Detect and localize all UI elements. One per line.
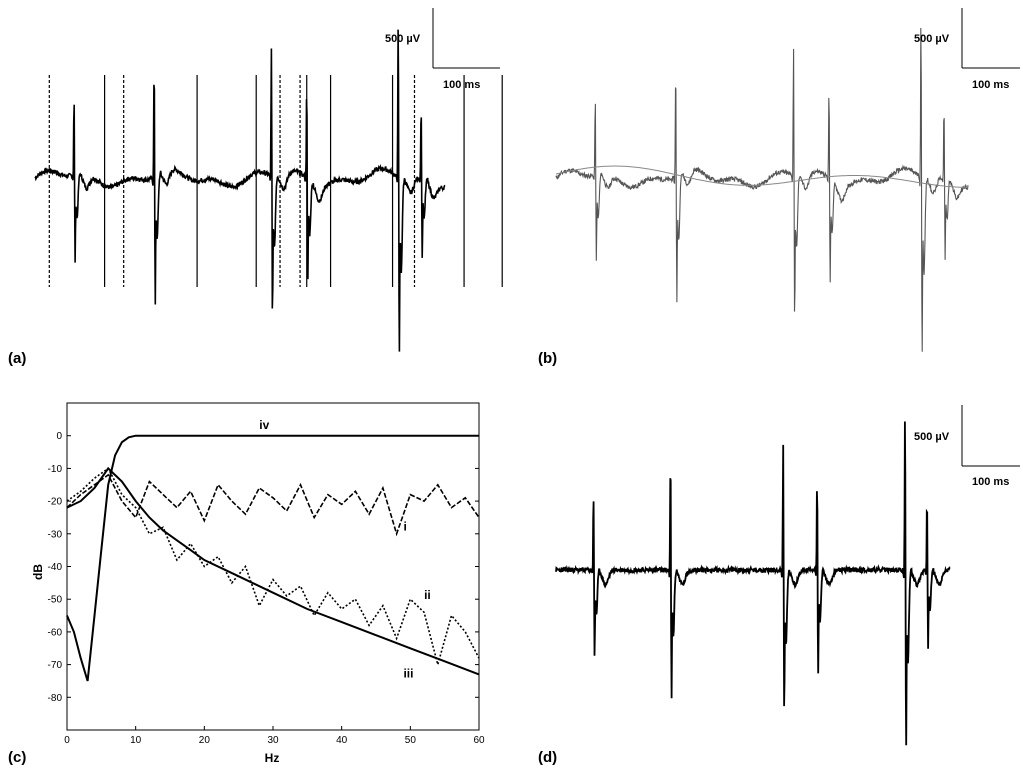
panel-c: 0-10-20-30-40-50-60-70-80 0 10 20 30 40 50 60 … xyxy=(8,402,485,766)
panel-c-ytick-label-7: -70 xyxy=(48,660,63,671)
panel-a-scale-time: 100 ms xyxy=(443,79,480,91)
panel-b-scale-bar: 500 µV 100 ms xyxy=(914,8,1020,91)
panel-c-series-label-iv: iv xyxy=(259,418,269,432)
panel-c-series-ii xyxy=(66,467,480,668)
panel-a-markers xyxy=(48,75,503,287)
panel-d-scale-bar: 500 µV 100 ms xyxy=(914,405,1020,488)
panel-c-ytick-label-5: -50 xyxy=(48,595,63,606)
panel-c-xtick-label-0: 0 xyxy=(64,735,70,746)
panel-c-xtick-label-6: 60 xyxy=(473,735,485,746)
panel-d: 500 µV 100 ms (d) xyxy=(538,405,1020,766)
panel-c-series-iv xyxy=(66,434,479,682)
panel-c-xtick-label-4: 40 xyxy=(336,735,348,746)
panel-c-xlabel: Hz xyxy=(265,751,280,765)
panel-c-series-label-iii: iii xyxy=(403,667,413,681)
panel-d-scale-voltage: 500 µV xyxy=(914,431,950,443)
panel-c-ytick-label-1: -10 xyxy=(48,464,63,475)
panel-a: 500 µV 100 ms (a) xyxy=(8,8,503,367)
panel-c-xtick-label-1: 10 xyxy=(130,735,142,746)
panel-a-trace xyxy=(34,29,446,352)
panel-c-ytick-label-8: -80 xyxy=(48,693,63,704)
panel-a-scale-voltage: 500 µV xyxy=(385,33,421,45)
panel-c-ytick-label-3: -30 xyxy=(48,529,63,540)
panel-c-series-i xyxy=(66,473,480,537)
panel-d-trace xyxy=(555,421,951,746)
panel-c-series xyxy=(66,434,480,682)
panel-c-ytick-label-2: -20 xyxy=(48,497,63,508)
panel-c-ytick-label-0: 0 xyxy=(56,431,62,442)
panel-c-ytick-label-4: -40 xyxy=(48,562,63,573)
panel-b: 500 µV 100 ms (b) xyxy=(538,8,1020,367)
panel-c-ytick-label-6: -60 xyxy=(48,627,63,638)
panel-c-series-label-ii: ii xyxy=(424,588,431,602)
panel-b-scale-voltage: 500 µV xyxy=(914,33,950,45)
panel-c-xtick-label-5: 50 xyxy=(405,735,417,746)
panel-c-label: (c) xyxy=(8,749,26,766)
panel-d-label: (d) xyxy=(538,749,557,766)
panel-c-xtick-label-2: 20 xyxy=(199,735,211,746)
panel-b-label: (b) xyxy=(538,350,557,367)
panel-c-plot-frame xyxy=(66,402,480,731)
panel-c-series-label-i: i xyxy=(403,520,406,534)
panel-c-xtick-label-3: 30 xyxy=(267,735,279,746)
panel-c-ylabel: dB xyxy=(31,564,45,580)
panel-d-scale-time: 100 ms xyxy=(972,476,1009,488)
panel-a-label: (a) xyxy=(8,350,26,367)
panel-a-scale-bar: 500 µV 100 ms xyxy=(385,8,500,91)
panel-b-scale-time: 100 ms xyxy=(972,79,1009,91)
panel-b-trace xyxy=(555,27,969,352)
panel-c-series-iii xyxy=(66,466,480,676)
panel-b-fit-curve xyxy=(555,165,968,188)
panel-c-xticks: 0 10 20 30 40 50 60 xyxy=(64,726,485,746)
